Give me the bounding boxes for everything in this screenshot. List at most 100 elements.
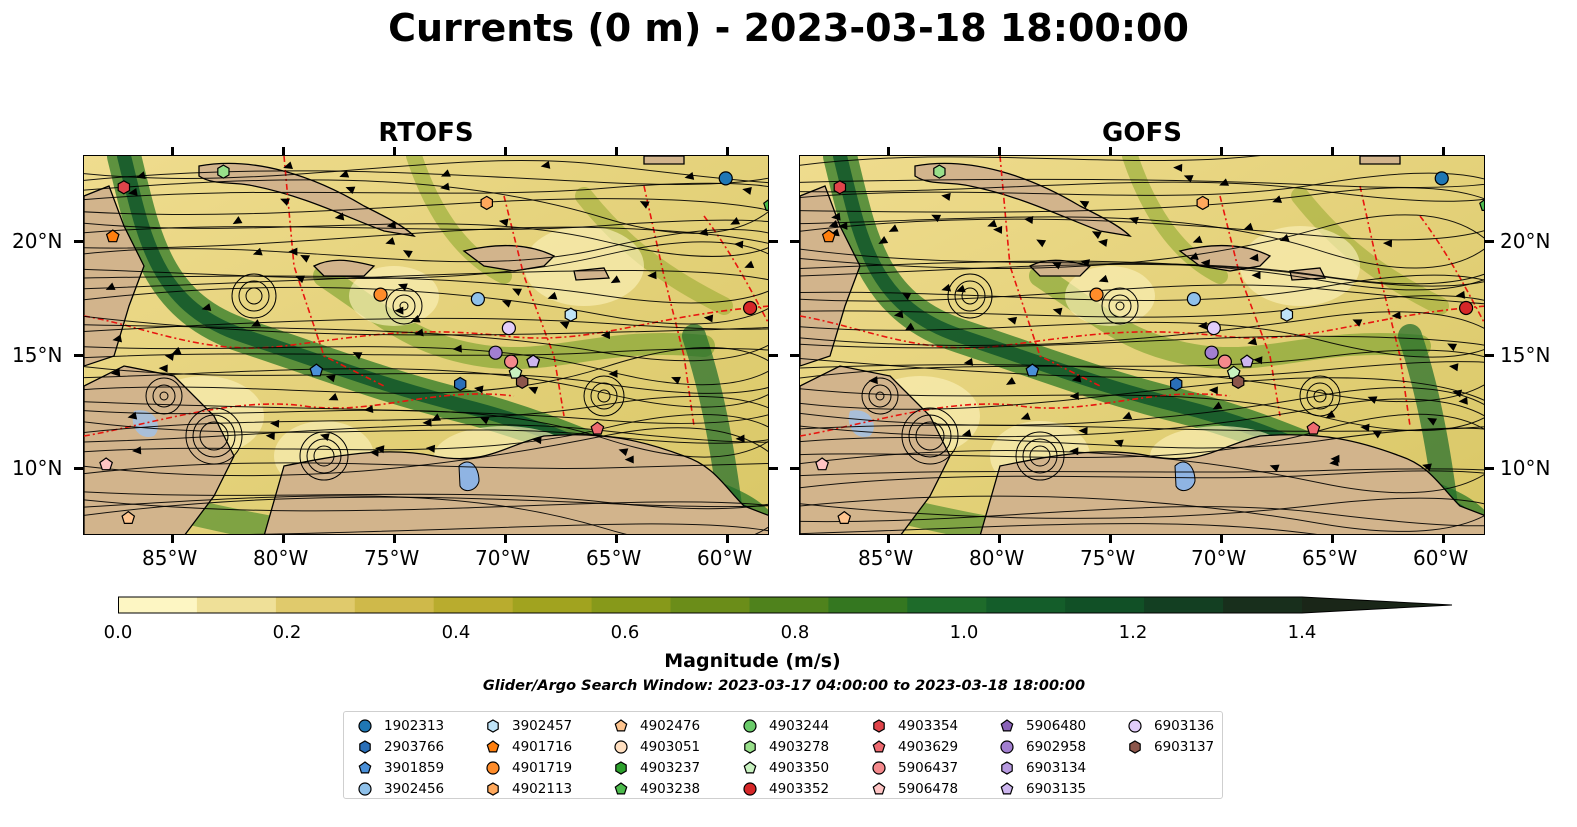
flow-arrow-icon <box>1447 343 1458 352</box>
eddy-streamline <box>306 438 342 474</box>
flow-arrow-icon <box>1360 423 1370 432</box>
eddy-streamline <box>597 389 611 403</box>
axis-tick <box>282 147 285 156</box>
axis-tick <box>769 354 778 357</box>
legend-item-4901716: 4901716 <box>484 737 572 757</box>
legend-marker-circle-icon <box>486 761 500 775</box>
flow-arrow-icon <box>1113 439 1124 448</box>
flow-arrow-icon <box>280 198 290 206</box>
current-band <box>1122 156 1228 284</box>
flow-arrow-icon <box>283 161 293 170</box>
colorbar-label: Magnitude (m/s) <box>664 650 841 672</box>
flow-arrow-icon <box>479 417 490 425</box>
streamline <box>84 182 768 201</box>
flow-arrow-icon <box>300 255 311 263</box>
legend-item-4903354: 4903354 <box>870 716 958 736</box>
legend-item-4903244: 4903244 <box>741 716 829 736</box>
axis-tick <box>615 147 618 156</box>
flow-arrow-icon <box>610 275 621 284</box>
streamline <box>84 499 768 512</box>
flow-arrow-icon <box>345 186 356 195</box>
flow-arrow-icon <box>288 247 298 256</box>
legend-label: 5906480 <box>1026 718 1087 734</box>
legend-label: 4903278 <box>769 739 830 755</box>
landmass-cuba <box>198 162 416 237</box>
flow-arrow-icon <box>414 328 424 337</box>
flow-arrow-icon <box>1098 238 1108 247</box>
landmass-bahamas-fragment <box>643 156 685 165</box>
streamline <box>84 286 768 325</box>
axis-tick <box>1331 534 1334 543</box>
legend-label: 6902958 <box>1026 739 1087 755</box>
legend-label: 6903135 <box>1026 781 1087 797</box>
float-marker-4901716 <box>821 229 836 243</box>
flow-arrow-icon <box>265 432 275 441</box>
flow-arrow-icon <box>1173 163 1183 172</box>
streamline <box>84 229 768 263</box>
flow-arrow-icon <box>498 218 509 227</box>
flow-arrow-icon <box>624 455 634 464</box>
colorbar-segment <box>670 597 750 613</box>
flow-arrow-icon <box>201 303 212 312</box>
eddy-streamline <box>1101 287 1139 325</box>
legend-label: 4901719 <box>512 760 573 776</box>
lat-label-15n-right: 15°N <box>1500 343 1551 367</box>
flow-arrow-icon <box>1069 447 1079 456</box>
flow-arrow-icon <box>1052 307 1063 316</box>
float-marker-3902457 <box>1280 307 1294 322</box>
float-marker-4902113 <box>480 195 493 211</box>
flow-arrow-icon <box>961 429 972 438</box>
legend-label: 6903136 <box>1154 718 1215 734</box>
axis-tick <box>998 147 1001 156</box>
flow-arrow-icon <box>164 352 175 361</box>
float-marker-6902958 <box>488 345 503 360</box>
eddy-streamline <box>185 407 243 465</box>
eddy-streamline <box>954 280 986 312</box>
axis-tick <box>769 467 778 470</box>
lat-label-20n-left: 20°N <box>12 229 63 253</box>
legend-label: 4903238 <box>640 781 701 797</box>
flow-arrow-icon <box>334 212 345 221</box>
float-marker-4903350 <box>508 365 523 379</box>
eez-boundary <box>1359 185 1411 427</box>
streamline <box>800 495 1484 532</box>
flow-arrow-icon <box>512 288 522 296</box>
flow-arrow-icon <box>671 376 681 385</box>
legend-label: 4903352 <box>769 781 830 797</box>
flow-arrow-icon <box>1249 253 1259 262</box>
flow-arrow-icon <box>352 352 363 360</box>
flow-arrow-icon <box>295 275 306 284</box>
lon-label-85w-left: 85°W <box>142 546 198 570</box>
flow-arrow-icon <box>410 314 421 323</box>
legend-label: 3902456 <box>384 781 445 797</box>
float-marker-1902313 <box>1434 171 1449 186</box>
legend-label: 4903354 <box>898 718 959 734</box>
landmass-central-america-north <box>84 185 145 367</box>
current-band <box>575 187 733 315</box>
streamline <box>800 156 1261 166</box>
flow-arrow-icon <box>431 413 442 422</box>
flow-arrow-icon <box>547 291 558 300</box>
flow-arrow-icon <box>1091 231 1102 239</box>
eddy-streamline <box>1299 375 1341 417</box>
streamline <box>84 159 768 184</box>
legend-marker-circle-icon <box>358 782 372 796</box>
flow-arrow-icon <box>1247 337 1258 346</box>
axis-tick <box>1485 354 1494 357</box>
flow-arrow-icon <box>1006 376 1016 385</box>
legend-item-5906437: 5906437 <box>870 758 958 778</box>
streamline <box>84 219 768 234</box>
streamline <box>800 214 1484 269</box>
flow-arrow-icon <box>440 182 450 191</box>
eez-boundary <box>1219 195 1281 417</box>
flow-arrow-icon <box>742 186 752 195</box>
float-marker-4903629 <box>1306 421 1321 435</box>
streamline <box>800 413 1484 459</box>
eddy-streamline <box>861 377 899 415</box>
eddy-streamline <box>299 431 349 481</box>
lon-label-80w-right: 80°W <box>969 546 1025 570</box>
streamline <box>84 226 768 249</box>
colorbar-segment <box>433 597 514 613</box>
colorbar-tick-1.2: 1.2 <box>1118 622 1148 643</box>
eez-boundary <box>643 185 695 427</box>
